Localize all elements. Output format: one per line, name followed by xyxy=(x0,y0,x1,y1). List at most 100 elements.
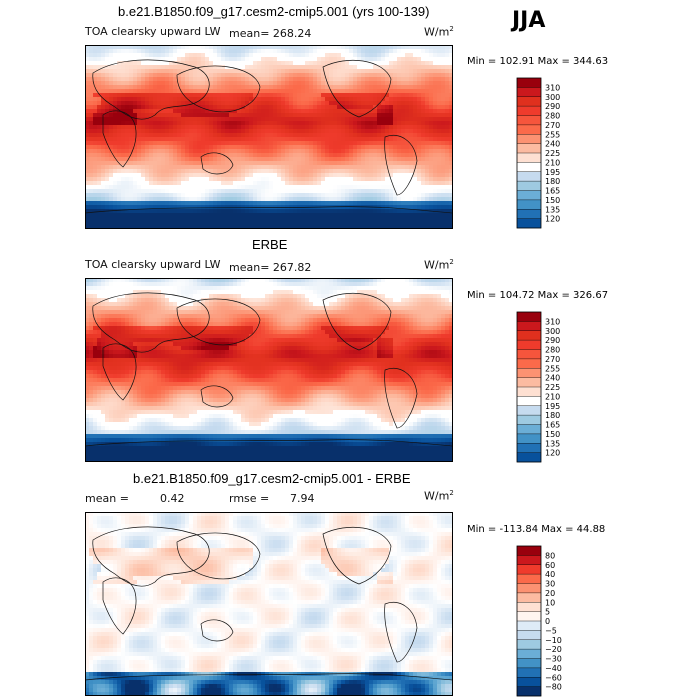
map-cell xyxy=(325,225,330,229)
map-cell xyxy=(405,185,410,190)
map-cell xyxy=(261,294,266,299)
map-cell xyxy=(333,81,338,86)
map-cell xyxy=(369,209,374,214)
map-cell xyxy=(421,177,426,182)
map-cell xyxy=(289,213,294,218)
map-cell xyxy=(429,57,434,62)
map-cell xyxy=(377,169,382,174)
map-cell xyxy=(345,105,350,110)
map-cell xyxy=(189,157,194,162)
map-cell xyxy=(169,141,174,146)
map-cell xyxy=(425,69,430,74)
map-cell xyxy=(425,161,430,166)
map-cell xyxy=(349,278,354,283)
map-cell xyxy=(285,213,290,218)
map-cell xyxy=(381,217,386,222)
map-cell xyxy=(433,185,438,190)
map-cell xyxy=(237,149,242,154)
map-cell xyxy=(113,49,118,54)
map-cell xyxy=(293,45,298,50)
map-cell xyxy=(117,181,122,186)
map-cell xyxy=(417,77,422,82)
map-cell xyxy=(337,141,342,146)
map-cell xyxy=(205,181,210,186)
map-cell xyxy=(449,121,453,126)
map-cell xyxy=(357,225,362,229)
map-cell xyxy=(397,193,402,198)
map-cell xyxy=(369,165,374,170)
map-cell xyxy=(257,286,262,291)
map-cell xyxy=(177,282,182,287)
map-cell xyxy=(257,173,262,178)
map-cell xyxy=(237,201,242,206)
map-cell xyxy=(397,282,402,287)
map-cell xyxy=(221,133,226,138)
map-cell xyxy=(413,57,418,62)
map-cell xyxy=(381,189,386,194)
map-cell xyxy=(357,97,362,102)
map-cell xyxy=(165,109,170,114)
map-cell xyxy=(221,225,226,229)
map-cell xyxy=(409,133,414,138)
map-cell xyxy=(185,217,190,222)
map-cell xyxy=(161,286,166,291)
map-cell xyxy=(177,105,182,110)
map-cell xyxy=(237,73,242,78)
map-cell xyxy=(137,201,142,206)
map-cell xyxy=(133,161,138,166)
map-cell xyxy=(437,65,442,70)
map-cell xyxy=(409,193,414,198)
map-cell xyxy=(229,137,234,142)
map-cell xyxy=(349,149,354,154)
map-cell xyxy=(401,282,406,287)
map-cell xyxy=(345,201,350,206)
map-cell xyxy=(213,97,218,102)
map-cell xyxy=(269,89,274,94)
map-cell xyxy=(293,73,298,78)
map-cell xyxy=(217,121,222,126)
map-cell xyxy=(289,93,294,98)
map-cell xyxy=(125,93,130,98)
map-cell xyxy=(401,298,406,303)
map-cell xyxy=(173,117,178,122)
map-cell xyxy=(325,69,330,74)
map-cell xyxy=(349,165,354,170)
map-cell xyxy=(321,294,326,299)
map-cell xyxy=(333,181,338,186)
map-cell xyxy=(429,109,434,114)
map-cell xyxy=(333,189,338,194)
map-cell xyxy=(109,49,114,54)
map-cell xyxy=(217,49,222,54)
map-cell xyxy=(341,157,346,162)
map-cell xyxy=(153,49,158,54)
map-cell xyxy=(133,133,138,138)
map-cell xyxy=(437,302,442,307)
map-cell xyxy=(133,201,138,206)
map-cell xyxy=(265,197,270,202)
map-cell xyxy=(197,294,202,299)
map-cell xyxy=(193,149,198,154)
map-cell xyxy=(417,157,422,162)
map-cell xyxy=(233,286,238,291)
map-cell xyxy=(161,213,166,218)
map-cell xyxy=(405,217,410,222)
map-cell xyxy=(289,221,294,226)
map-cell xyxy=(265,205,270,210)
map-cell xyxy=(105,157,110,162)
map-cell xyxy=(361,57,366,62)
map-cell xyxy=(297,85,302,90)
map-cell xyxy=(245,101,250,106)
map-cell xyxy=(105,73,110,78)
map-cell xyxy=(341,290,346,295)
map-cell xyxy=(233,49,238,54)
map-cell xyxy=(257,49,262,54)
map-cell xyxy=(437,290,442,295)
colorbar-box xyxy=(517,218,541,229)
map-cell xyxy=(437,286,442,291)
map-cell xyxy=(225,177,230,182)
map-cell xyxy=(165,77,170,82)
map-cell xyxy=(329,145,334,150)
map-cell xyxy=(449,177,453,182)
map-cell xyxy=(193,93,198,98)
map-cell xyxy=(405,177,410,182)
